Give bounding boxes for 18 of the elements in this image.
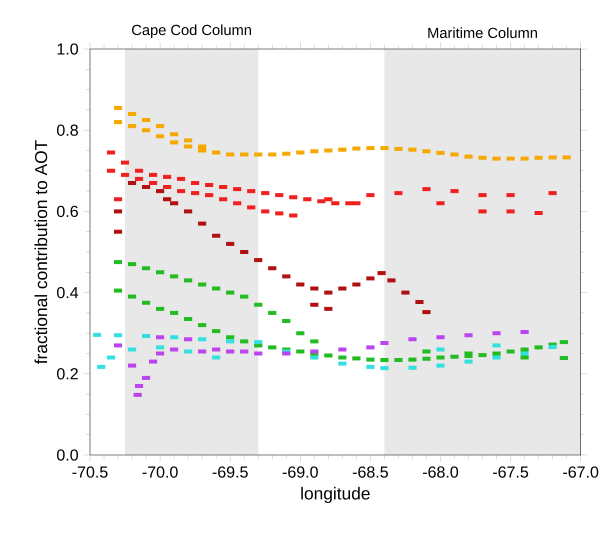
band-label: Cape Cod Column [132, 24, 251, 38]
x-tick-label: -67.5 [493, 466, 528, 478]
x-tick-label: -69.5 [212, 466, 248, 478]
y-tick-label: 0.6 [57, 206, 78, 218]
x-tick-label: -70.0 [142, 466, 178, 478]
y-tick-label: 0.4 [57, 286, 78, 298]
y-tick-label: 0.8 [57, 124, 78, 136]
x-tick-label: -70.5 [72, 466, 108, 478]
band-label: Maritime Column [428, 27, 537, 38]
x-tick-label: -69.0 [282, 466, 318, 478]
x-axis-title: longitude [301, 486, 370, 504]
y-tick-label: 0.2 [57, 368, 78, 380]
x-tick-label: -68.5 [352, 466, 388, 478]
x-tick-label: -68.0 [422, 466, 458, 478]
y-tick-label: 1.0 [58, 43, 78, 55]
x-tick-label: -67.0 [563, 466, 598, 478]
y-axis-title: fractional contribution to AOT [34, 140, 48, 364]
y-tick-label: 0.0 [57, 449, 78, 461]
